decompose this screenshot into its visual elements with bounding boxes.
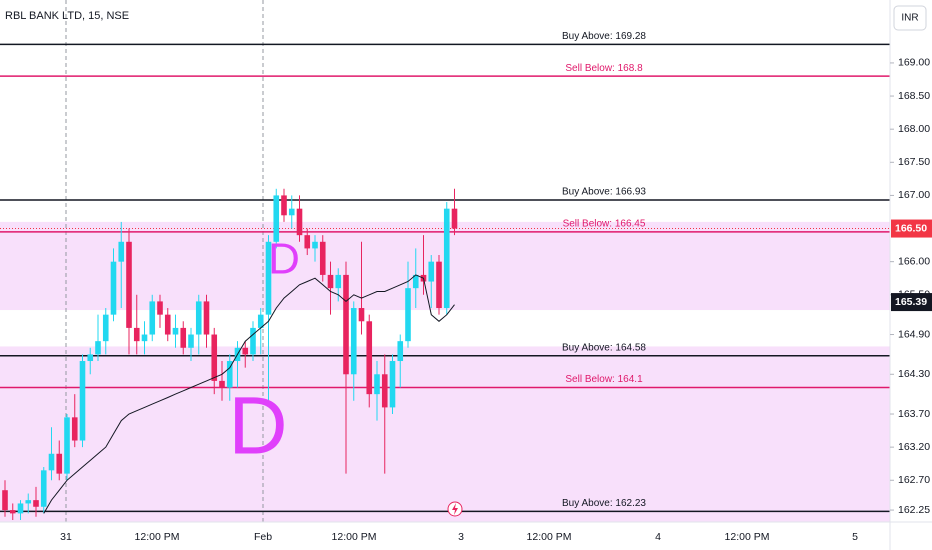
- candle-body: [195, 301, 202, 335]
- currency[interactable]: INR: [901, 13, 918, 24]
- candle-body: [102, 314, 109, 342]
- candle-body: [281, 195, 287, 216]
- y-tick-label: 167.00: [898, 189, 930, 201]
- y-tick-label: 163.20: [898, 441, 930, 453]
- candle-body: [157, 301, 163, 315]
- y-tick-label: 164.90: [898, 328, 930, 340]
- x-tick-label: 3: [458, 531, 464, 543]
- candle-body: [133, 327, 140, 342]
- candle-body: [2, 490, 8, 511]
- candle-body: [141, 334, 148, 342]
- y-tick-label: 166.00: [898, 255, 930, 267]
- candle-body: [436, 261, 442, 309]
- candle-body: [110, 261, 117, 315]
- candle-body: [33, 500, 39, 507]
- candle-body: [9, 510, 16, 514]
- y-tick-label: 163.70: [898, 408, 930, 420]
- level-label: Buy Above: 166.93: [562, 187, 646, 198]
- annotation: D: [268, 235, 300, 284]
- candle-body: [343, 274, 349, 375]
- candle-body: [319, 241, 326, 275]
- candle-body: [211, 334, 218, 381]
- y-tick-label: 168.00: [898, 123, 930, 135]
- y-tick-label: 169.00: [898, 57, 930, 69]
- candle-body: [48, 453, 55, 471]
- candle-body: [64, 417, 70, 474]
- candle-body: [374, 374, 380, 395]
- candle-body: [56, 453, 63, 474]
- plot-area: Buy Above: 169.28 Sell Below: 168.8 Buy Ab…: [0, 0, 890, 522]
- x-tick-label: Feb: [254, 531, 272, 543]
- candle-body: [358, 308, 365, 322]
- x-tick-label: 12:00 PM: [332, 531, 377, 543]
- candle-body: [288, 208, 295, 216]
- candle-body: [350, 308, 357, 375]
- candle-body: [428, 261, 435, 282]
- candle-body: [381, 374, 388, 408]
- price-label-box: [891, 219, 932, 238]
- y-tick-label: 167.50: [898, 156, 930, 168]
- candle-body: [265, 241, 272, 315]
- candle-body: [443, 208, 450, 309]
- candle-body: [451, 208, 458, 229]
- x-tick-label: 31: [60, 531, 72, 543]
- candle-body: [188, 334, 194, 348]
- candle-body: [327, 274, 334, 289]
- event-icon-bolt: [452, 503, 458, 515]
- candle-body: [405, 288, 411, 342]
- currency-button[interactable]: [893, 5, 927, 31]
- vwap-line: [43, 274, 455, 514]
- level-label: Sell Below: 164.1: [565, 374, 643, 385]
- candle-body: [335, 274, 342, 289]
- candle-body: [304, 235, 311, 249]
- candle-body: [219, 380, 225, 388]
- chart-title: RBL BANK LTD, 15, NSE: [5, 10, 129, 22]
- level-label: Sell Below: 166.45: [563, 218, 646, 229]
- candle-body: [17, 503, 24, 514]
- candle-body: [389, 361, 396, 408]
- x-tick-label: 12:00 PM: [527, 531, 572, 543]
- candle-body: [257, 314, 264, 328]
- price-label: 165.39: [895, 296, 927, 308]
- candle-body: [126, 241, 132, 328]
- x-tick-label: 5: [852, 531, 858, 543]
- y-tick-label: 168.50: [898, 90, 930, 102]
- x-tick-label: 12:00 PM: [725, 531, 770, 543]
- level-label: Buy Above: 169.28: [562, 31, 646, 42]
- candle-body: [412, 274, 419, 289]
- candle-body: [172, 327, 179, 335]
- x-tick-label: 12:00 PM: [135, 531, 180, 543]
- candle-body: [95, 341, 101, 355]
- zone: [0, 346, 890, 522]
- candle-body: [164, 314, 171, 335]
- y-tick-label: 162.25: [898, 504, 930, 516]
- price-label-box: [891, 293, 932, 312]
- candle-body: [296, 208, 303, 236]
- candle-body: [203, 301, 210, 335]
- candle-body: [366, 321, 373, 395]
- candle-body: [79, 361, 86, 441]
- candle-body: [250, 327, 256, 355]
- y-tick-label: 164.30: [898, 368, 930, 380]
- candle-body: [87, 354, 94, 362]
- annotation: D: [228, 381, 287, 472]
- level-label: Buy Above: 164.58: [562, 342, 646, 353]
- price-label: 166.50: [895, 222, 927, 234]
- candle-body: [273, 195, 280, 242]
- candle-body: [312, 241, 318, 249]
- x-tick-label: 4: [655, 531, 661, 543]
- candle-body: [118, 241, 125, 262]
- y-tick-label: 162.70: [898, 474, 930, 486]
- candle-body: [149, 301, 156, 335]
- candle-body: [242, 347, 249, 355]
- candle-body: [397, 341, 404, 362]
- candle-body: [71, 417, 78, 441]
- level-label: Sell Below: 168.8: [565, 63, 643, 74]
- candle-body: [180, 327, 187, 348]
- candle-body: [25, 500, 32, 504]
- candle-body: [40, 470, 47, 507]
- level-label: Buy Above: 162.23: [562, 498, 646, 509]
- candle-body: [226, 361, 233, 388]
